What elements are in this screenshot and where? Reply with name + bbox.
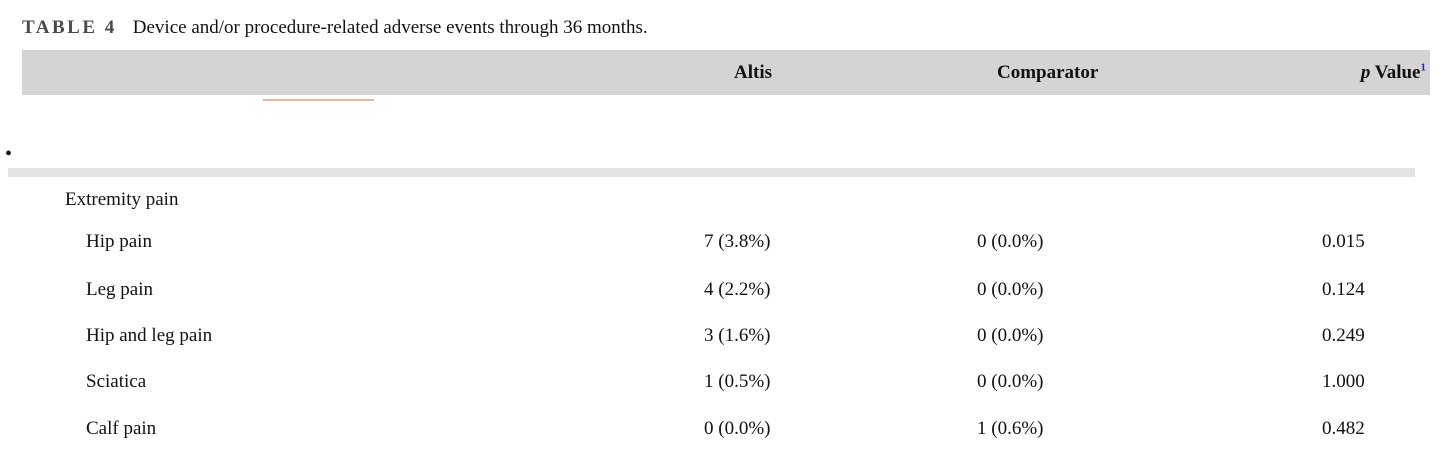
comparator-value: 1 (0.6%) — [977, 418, 1044, 439]
table-row: Calf pain 0 (0.0%) 1 (0.6%) 0.482 — [0, 418, 1450, 448]
p-value: 0.124 — [1322, 279, 1365, 300]
row-label: Calf pain — [86, 418, 157, 439]
p-value: 1.000 — [1322, 371, 1365, 392]
p-value-label: Value — [1370, 62, 1421, 83]
comparator-value: 0 (0.0%) — [977, 325, 1044, 346]
section-title-extremity-pain: Extremity pain — [65, 189, 179, 210]
highlight-underline — [263, 99, 374, 101]
row-label: Sciatica — [86, 371, 147, 392]
altis-value: 0 (0.0%) — [704, 418, 771, 439]
comparator-value: 0 (0.0%) — [977, 279, 1044, 300]
column-header-p-value: p Value1 — [1361, 62, 1426, 84]
table-row: Sciatica 1 (0.5%) 0 (0.0%) 1.000 — [0, 371, 1450, 401]
table-row: Hip and leg pain 3 (1.6%) 0 (0.0%) 0.249 — [0, 325, 1450, 355]
bullet-mark: • — [5, 143, 13, 165]
row-label: Leg pain — [86, 279, 154, 300]
table-row: Leg pain 4 (2.2%) 0 (0.0%) 0.124 — [0, 279, 1450, 309]
table-header: Altis Comparator p Value1 — [22, 50, 1430, 95]
table-number-label: TABLE 4 — [22, 17, 117, 38]
table-caption: TABLE 4 Device and/or procedure-related a… — [22, 17, 648, 39]
p-value: 0.482 — [1322, 418, 1365, 439]
comparator-value: 0 (0.0%) — [977, 371, 1044, 392]
table-row: Hip pain 7 (3.8%) 0 (0.0%) 0.015 — [0, 231, 1450, 261]
column-header-altis: Altis — [734, 62, 772, 83]
row-label: Hip and leg pain — [86, 325, 213, 346]
altis-value: 3 (1.6%) — [704, 325, 771, 346]
footnote-link[interactable]: 1 — [1420, 61, 1427, 74]
section-divider — [8, 168, 1415, 177]
p-symbol: p — [1360, 62, 1371, 83]
p-value: 0.015 — [1322, 231, 1365, 252]
altis-value: 1 (0.5%) — [704, 371, 771, 392]
table-title: Device and/or procedure-related adverse … — [132, 17, 648, 38]
column-header-comparator: Comparator — [997, 62, 1099, 83]
altis-value: 7 (3.8%) — [704, 231, 771, 252]
altis-value: 4 (2.2%) — [704, 279, 771, 300]
row-label: Hip pain — [86, 231, 152, 252]
p-value: 0.249 — [1322, 325, 1365, 346]
comparator-value: 0 (0.0%) — [977, 231, 1044, 252]
